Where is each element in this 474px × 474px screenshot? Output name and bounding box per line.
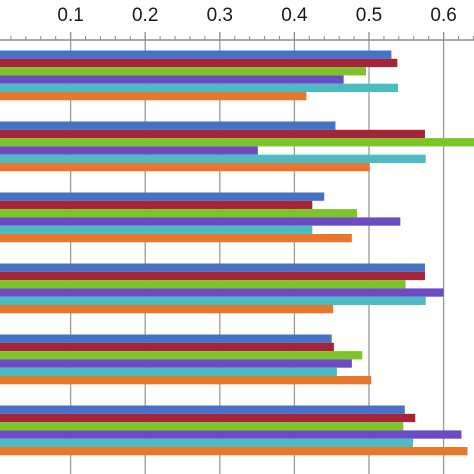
bar xyxy=(0,121,336,130)
bar xyxy=(0,359,352,368)
bar xyxy=(0,217,401,226)
bar xyxy=(0,351,363,360)
bar xyxy=(0,154,426,163)
bar xyxy=(0,376,372,385)
bar xyxy=(0,288,444,297)
bar xyxy=(0,50,392,59)
bar xyxy=(0,367,337,376)
bar xyxy=(0,209,358,218)
bar xyxy=(0,75,344,84)
x-tick-label: 0.5 xyxy=(356,5,382,26)
bar xyxy=(0,422,404,431)
bar xyxy=(0,296,426,305)
bar xyxy=(0,92,307,101)
bar xyxy=(0,413,416,423)
gridlines xyxy=(69,40,445,474)
x-tick-label: 0.1 xyxy=(57,5,83,26)
x-axis: 0.1 0.2 0.3 0.4 0.5 0.6 xyxy=(0,5,474,41)
x-tick-label: 0.4 xyxy=(281,5,308,26)
bar xyxy=(0,263,425,272)
bar xyxy=(0,438,414,447)
x-tick-label: 0.2 xyxy=(132,5,158,26)
bar xyxy=(0,58,398,68)
bar xyxy=(0,192,325,201)
bar xyxy=(0,405,405,414)
bar xyxy=(0,225,313,234)
bar xyxy=(0,200,313,210)
bar xyxy=(0,334,332,343)
bar xyxy=(0,271,425,281)
bar xyxy=(0,234,352,243)
bar xyxy=(0,138,474,147)
bar xyxy=(0,342,334,352)
x-tick-label: 0.3 xyxy=(207,5,233,26)
bars xyxy=(0,50,474,456)
bar xyxy=(0,83,399,92)
bar xyxy=(0,163,370,172)
bar xyxy=(0,447,468,456)
bar xyxy=(0,430,462,439)
bar xyxy=(0,146,258,155)
bar xyxy=(0,305,334,314)
bar xyxy=(0,67,367,76)
bar xyxy=(0,280,406,289)
bar xyxy=(0,129,425,139)
x-tick-label: 0.6 xyxy=(430,5,456,26)
